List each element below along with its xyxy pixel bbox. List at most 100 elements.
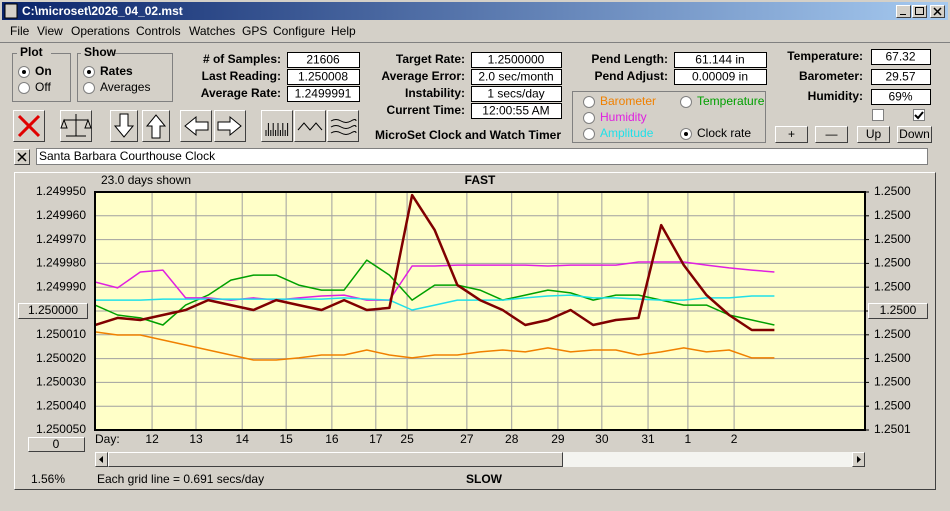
adjust-button-edge xyxy=(815,126,848,143)
scroll-thumb-edge xyxy=(108,452,563,467)
radio-label: Off xyxy=(35,80,51,94)
y2-tick-label: 1.2500 xyxy=(874,232,911,246)
x-tick-label: 16 xyxy=(325,432,339,446)
field-value: 21606 xyxy=(306,53,340,67)
x-tick-label: 31 xyxy=(641,432,655,446)
window-control-edge xyxy=(896,5,911,18)
toolbar-button[interactable] xyxy=(294,110,326,142)
scroll-right-arrow xyxy=(857,456,861,463)
adjust-button-edge xyxy=(775,126,808,143)
clock-name-field[interactable] xyxy=(36,148,928,165)
series-line xyxy=(95,193,775,332)
toolbar-button[interactable] xyxy=(261,110,293,142)
icon-wave xyxy=(297,122,323,131)
adjust-button[interactable] xyxy=(815,126,848,143)
radio-button[interactable] xyxy=(18,82,30,94)
reference-button-edge xyxy=(868,303,928,319)
field-value: 67.32 xyxy=(885,50,915,64)
toolbar-button-edge xyxy=(60,110,92,142)
grid-note: Each grid line = 0.691 secs/day xyxy=(97,472,264,486)
field-label: Last Reading: xyxy=(202,69,281,83)
field-label: Average Rate: xyxy=(201,86,281,100)
x-tick-label: 29 xyxy=(551,432,565,446)
y2-tick-label: 1.2500 xyxy=(874,375,911,389)
radio-label: Rates xyxy=(100,64,133,78)
group-title: Show xyxy=(84,45,117,59)
x-tick-label: 14 xyxy=(236,432,250,446)
x-tick-label: 13 xyxy=(189,432,203,446)
x-tick-label: 17 xyxy=(369,432,383,446)
legend-label: Humidity xyxy=(600,110,647,124)
icon-clear xyxy=(17,114,41,138)
scroll-thumb[interactable] xyxy=(108,452,563,467)
checkbox-check xyxy=(914,111,924,120)
field-label: Pend Adjust: xyxy=(594,69,668,83)
field-value: 0.00009 in xyxy=(692,70,748,84)
checkbox[interactable] xyxy=(872,109,884,121)
legend-radio[interactable] xyxy=(680,96,692,108)
window-control-edge xyxy=(912,5,927,18)
legend-label: Temperature xyxy=(697,94,765,108)
legend-radio[interactable] xyxy=(583,128,595,140)
field-box xyxy=(287,52,360,68)
zero-button[interactable] xyxy=(28,437,85,452)
radio-button[interactable] xyxy=(83,82,95,94)
group-box xyxy=(77,53,173,102)
legend-radio[interactable] xyxy=(583,96,595,108)
field-value: 69% xyxy=(888,90,912,104)
adjust-button-edge xyxy=(857,126,890,143)
y2-tick-label: 1.2500 xyxy=(874,327,911,341)
app-icon xyxy=(4,3,18,19)
toolbar-button-edge xyxy=(180,110,212,142)
window-control[interactable] xyxy=(912,5,927,18)
toolbar-button-edge xyxy=(13,110,45,142)
adjust-button[interactable] xyxy=(897,126,932,143)
field-box xyxy=(871,69,931,85)
toolbar-button-edge xyxy=(110,110,138,142)
toolbar-button-edge xyxy=(60,110,92,142)
adjust-button-label: Up xyxy=(866,127,882,141)
legend-label: Barometer xyxy=(600,94,656,108)
field-box xyxy=(287,86,360,102)
x-tick-label: 30 xyxy=(595,432,609,446)
window-control[interactable] xyxy=(896,5,911,18)
menu-item: Controls xyxy=(136,24,181,38)
toolbar-button-edge xyxy=(214,110,246,142)
toolbar-button-edge xyxy=(110,110,138,142)
y-tick-label: 1.250050 xyxy=(36,422,86,436)
y-tick-label: 1.250030 xyxy=(36,375,86,389)
window-title: C:\microset\2026_04_02.mst xyxy=(22,4,183,18)
y-tick-label: 1.249960 xyxy=(36,208,86,222)
adjust-button[interactable] xyxy=(775,126,808,143)
field-label: Pend Length: xyxy=(591,52,668,66)
x-tick-label: 1 xyxy=(685,432,692,446)
field-value: 29.57 xyxy=(885,70,915,84)
x-tick-label: 12 xyxy=(145,432,159,446)
field-box xyxy=(471,86,562,102)
close-glyph xyxy=(933,7,942,16)
reference-button[interactable] xyxy=(868,303,928,319)
y-tick-label: 1.250040 xyxy=(36,398,86,412)
reference-button[interactable] xyxy=(18,303,88,319)
field-box xyxy=(871,89,931,105)
x-tick-label: 2 xyxy=(731,432,738,446)
adjust-button-edge xyxy=(775,126,808,143)
adjust-button-edge xyxy=(897,126,932,143)
x-tick-label: 27 xyxy=(460,432,474,446)
legend-label: Amplitude xyxy=(600,126,654,140)
window-control-edge xyxy=(912,5,927,18)
legend-label: Clock rate xyxy=(697,126,751,140)
y2-tick-label: 1.2501 xyxy=(874,422,911,436)
series-line xyxy=(95,261,775,301)
field-value: 1.2499991 xyxy=(295,87,352,101)
legend-radio[interactable] xyxy=(583,112,595,124)
adjust-button[interactable] xyxy=(857,126,890,143)
radio-label: On xyxy=(35,64,52,78)
menu-item: Configure xyxy=(273,24,325,38)
chart-panel-edge xyxy=(14,172,936,490)
toolbar-button-edge xyxy=(142,110,170,142)
scroll-left-edge xyxy=(95,452,108,467)
toolbar-button-edge xyxy=(294,110,326,142)
checkbox[interactable] xyxy=(913,109,925,121)
field-label: Humidity: xyxy=(808,89,863,103)
